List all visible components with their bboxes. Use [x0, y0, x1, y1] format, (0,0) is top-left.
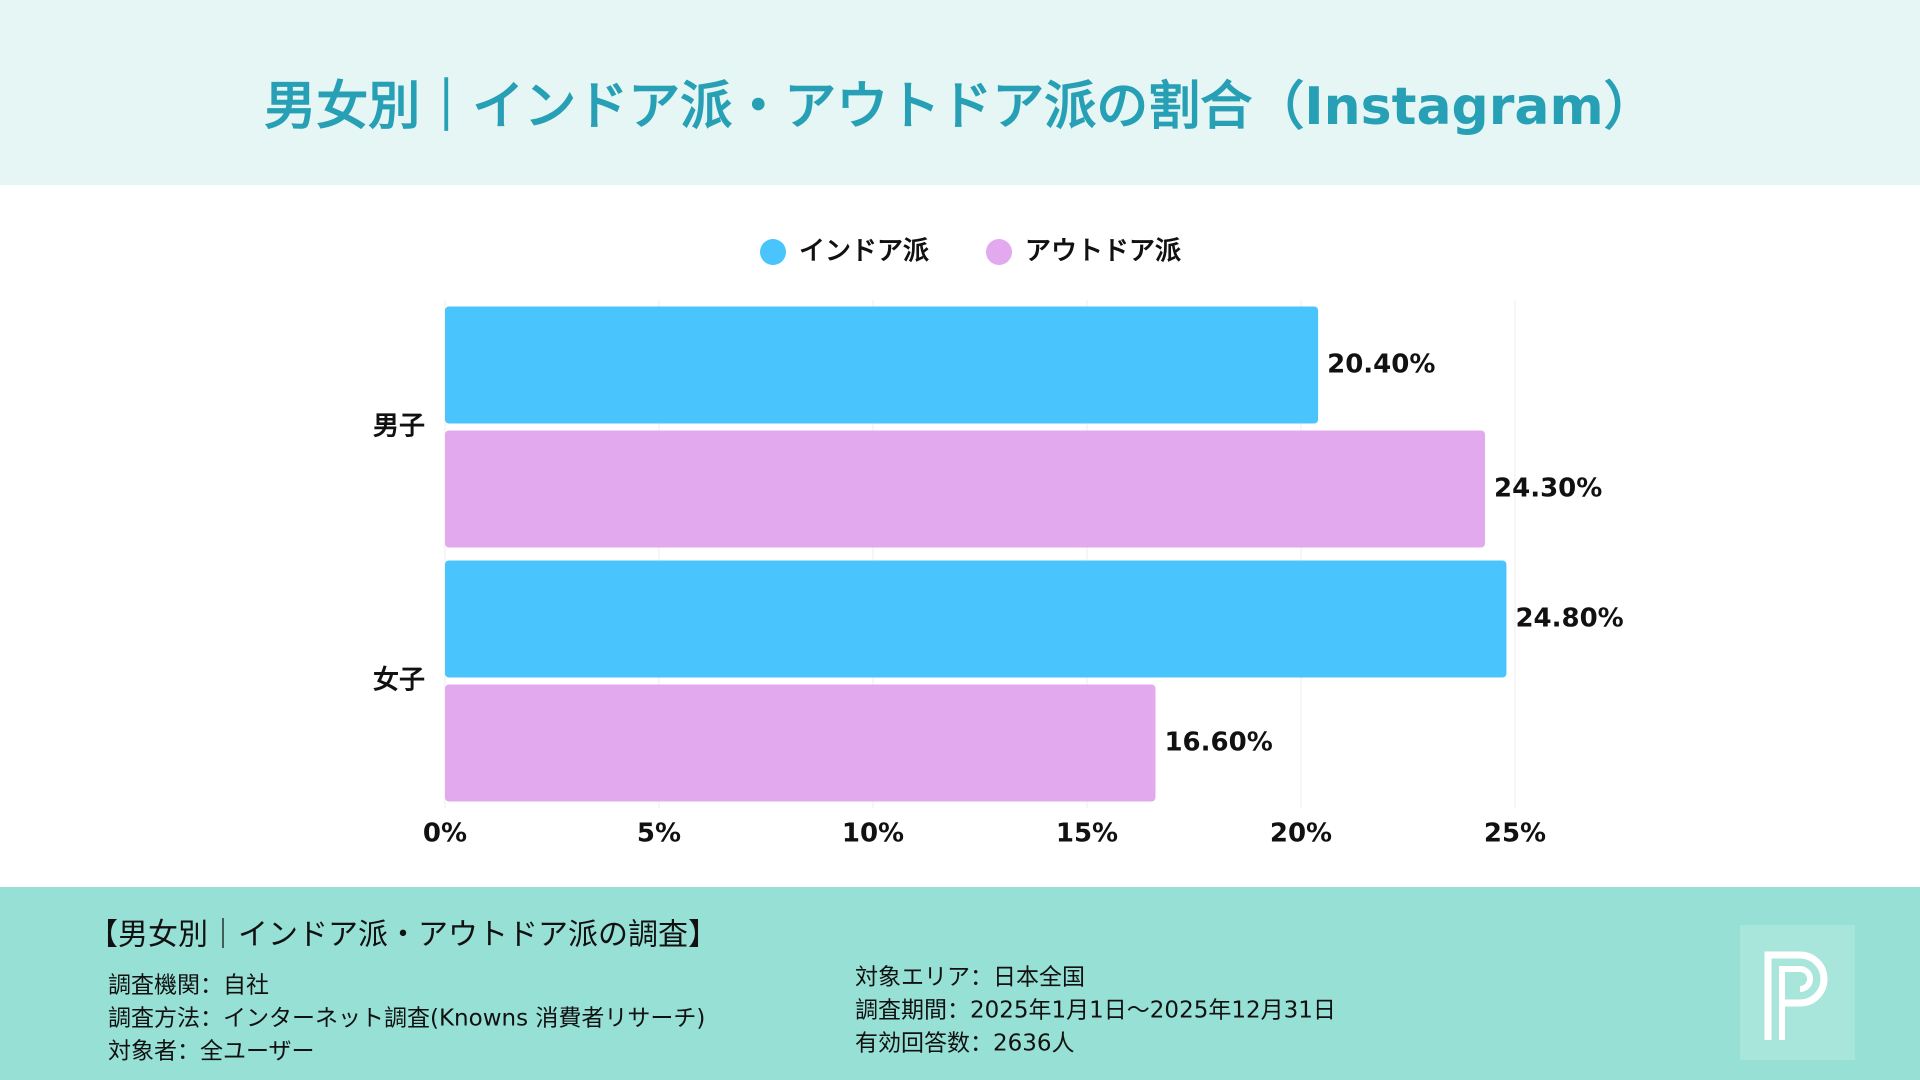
value-label: 24.80% [1515, 604, 1623, 634]
bar [445, 306, 1319, 424]
value-label: 24.30% [1494, 474, 1602, 504]
value-label: 16.60% [1164, 728, 1272, 758]
logo-p-inner [1779, 966, 1813, 1040]
x-tick-label: 15% [1056, 819, 1118, 849]
footer-title: 【男女別｜インドア派・アウトドア派の調査】 [88, 918, 718, 953]
x-tick-label: 20% [1270, 819, 1332, 849]
footer-left-line: 対象者：全ユーザー [108, 1039, 315, 1065]
footer-left-line: 調査方法：インターネット調査(Knowns 消費者リサーチ) [108, 1006, 705, 1032]
bar [445, 560, 1507, 678]
bar [445, 430, 1486, 548]
footer-band [0, 887, 1920, 1080]
x-tick-label: 10% [842, 819, 904, 849]
bar [445, 684, 1156, 802]
footer-right-line: 調査期間：2025年1月1日〜2025年12月31日 [855, 998, 1336, 1024]
x-tick-label: 5% [637, 819, 681, 849]
logo-p [1764, 951, 1828, 1040]
value-label: 20.40% [1327, 350, 1435, 380]
chart-title: 男女別｜インドア派・アウトドア派の割合（Instagram） [264, 77, 1655, 137]
footer-right-line: 対象エリア：日本全国 [855, 965, 1085, 991]
legend-marker [986, 239, 1012, 265]
footer-left-line: 調査機関：自社 [108, 973, 269, 999]
x-tick-label: 25% [1484, 819, 1546, 849]
header-band [0, 0, 1920, 185]
legend-label: アウトドア派 [1025, 237, 1181, 267]
y-tick-label: 女子 [373, 665, 425, 696]
legend-marker [760, 239, 786, 265]
logo-bg [1740, 925, 1855, 1060]
legend-label: インドア派 [799, 237, 929, 267]
x-tick-label: 0% [423, 819, 467, 849]
y-tick-label: 男子 [373, 412, 425, 442]
logo [1740, 925, 1855, 1060]
footer-right-line: 有効回答数：2636人 [855, 1031, 1075, 1057]
